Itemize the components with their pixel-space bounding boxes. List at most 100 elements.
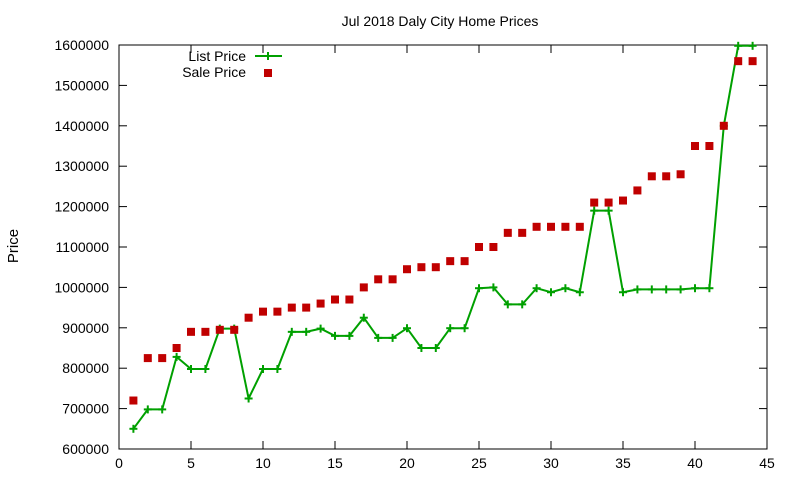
list-price-point <box>273 365 282 374</box>
x-tick-label: 20 <box>399 455 415 471</box>
sale-price-point <box>287 303 296 312</box>
legend-swatch-square <box>264 69 272 77</box>
sale-price-point <box>647 172 656 181</box>
list-price-point <box>748 41 757 50</box>
list-price-point <box>518 300 527 309</box>
sale-price-point <box>417 263 426 272</box>
sale-price-point <box>345 295 354 304</box>
chart-title: Jul 2018 Daly City Home Prices <box>342 13 539 29</box>
sale-price-point <box>302 303 311 312</box>
x-tick-label: 25 <box>471 455 487 471</box>
sale-price-point <box>691 142 699 150</box>
y-tick-label: 1100000 <box>56 239 110 255</box>
legend-swatch-plus <box>264 52 272 60</box>
sale-price-point <box>575 222 584 231</box>
list-price-point <box>633 285 642 294</box>
sale-price-point <box>244 313 253 322</box>
list-price-point <box>604 206 613 215</box>
sale-price-point <box>633 186 642 195</box>
list-price-point <box>129 424 138 433</box>
sale-price-point <box>158 354 167 363</box>
list-price-point <box>403 324 411 333</box>
x-tick-label: 45 <box>759 455 775 471</box>
sale-price-point <box>518 228 527 237</box>
list-price-point <box>158 405 167 414</box>
list-price-point <box>388 333 397 342</box>
list-price-point <box>489 283 498 292</box>
y-tick-label: 1000000 <box>54 279 109 295</box>
sale-price-point <box>619 196 627 205</box>
x-tick-label: 35 <box>615 455 631 471</box>
sale-price-point <box>503 228 512 237</box>
y-tick-label: 800000 <box>62 360 109 376</box>
list-price-point <box>302 327 311 336</box>
sale-price-point <box>431 263 440 272</box>
sale-price-point <box>331 295 339 304</box>
series-layer <box>129 41 757 433</box>
x-tick-label: 10 <box>255 455 271 471</box>
list-price-point <box>676 285 685 294</box>
sale-price-point <box>489 243 498 251</box>
list-price-point <box>547 288 555 297</box>
sale-price-point <box>604 198 613 207</box>
sale-price-point <box>460 257 469 266</box>
x-tick-label: 30 <box>543 455 559 471</box>
list-price-point <box>575 288 584 297</box>
y-axis-label: Price <box>5 229 22 263</box>
legend-label: List Price <box>188 48 246 64</box>
sale-price-point <box>273 307 282 316</box>
list-price-point <box>201 365 210 374</box>
list-price-point <box>590 206 599 215</box>
sale-price-point <box>129 396 138 405</box>
list-price-point <box>431 344 440 352</box>
sale-price-point <box>719 121 728 130</box>
sale-price-point <box>215 325 224 334</box>
sale-price-point <box>734 57 743 66</box>
sale-price-point <box>705 142 714 150</box>
sale-price-point <box>547 222 555 231</box>
plot-frame <box>118 44 768 450</box>
sale-price-point <box>662 172 671 181</box>
legend-label: Sale Price <box>182 64 246 80</box>
sale-price-point <box>187 327 195 336</box>
list-price-point <box>475 284 483 293</box>
sale-price-point <box>230 325 239 334</box>
sale-price-point <box>201 327 210 336</box>
list-price-point <box>143 405 152 414</box>
sale-price-point <box>172 344 181 352</box>
sale-price-point <box>590 198 599 207</box>
sale-price-point <box>532 222 541 231</box>
list-price-point <box>345 331 354 340</box>
list-price-point <box>417 344 426 352</box>
list-price-point <box>187 365 195 374</box>
list-price-point <box>316 324 325 333</box>
list-price-point <box>503 300 512 309</box>
y-tick-label: 1600000 <box>54 37 109 53</box>
x-tick-label: 15 <box>327 455 343 471</box>
list-price-line <box>132 44 753 430</box>
y-tick-label: 1400000 <box>54 118 109 134</box>
list-price-point <box>561 284 570 293</box>
sale-price-point <box>143 354 152 363</box>
y-tick-label: 600000 <box>62 441 109 457</box>
list-price-point <box>532 284 541 293</box>
y-tick-label: 1300000 <box>54 158 109 174</box>
list-price-point <box>287 327 296 336</box>
sale-price-point <box>446 257 455 266</box>
x-tick-label: 5 <box>187 455 195 471</box>
list-price-point <box>734 41 743 50</box>
y-tick-label: 900000 <box>62 320 109 336</box>
list-price-point <box>647 285 656 294</box>
list-price-point <box>691 284 699 293</box>
list-price-point <box>374 333 383 342</box>
y-tick-label: 1500000 <box>54 77 109 93</box>
sale-price-point <box>374 275 383 284</box>
list-price-point <box>259 365 267 374</box>
list-price-point <box>172 352 181 361</box>
list-price-point <box>244 394 253 403</box>
list-price-point <box>619 288 627 297</box>
list-price-point <box>662 285 671 294</box>
list-price-point <box>331 331 339 340</box>
